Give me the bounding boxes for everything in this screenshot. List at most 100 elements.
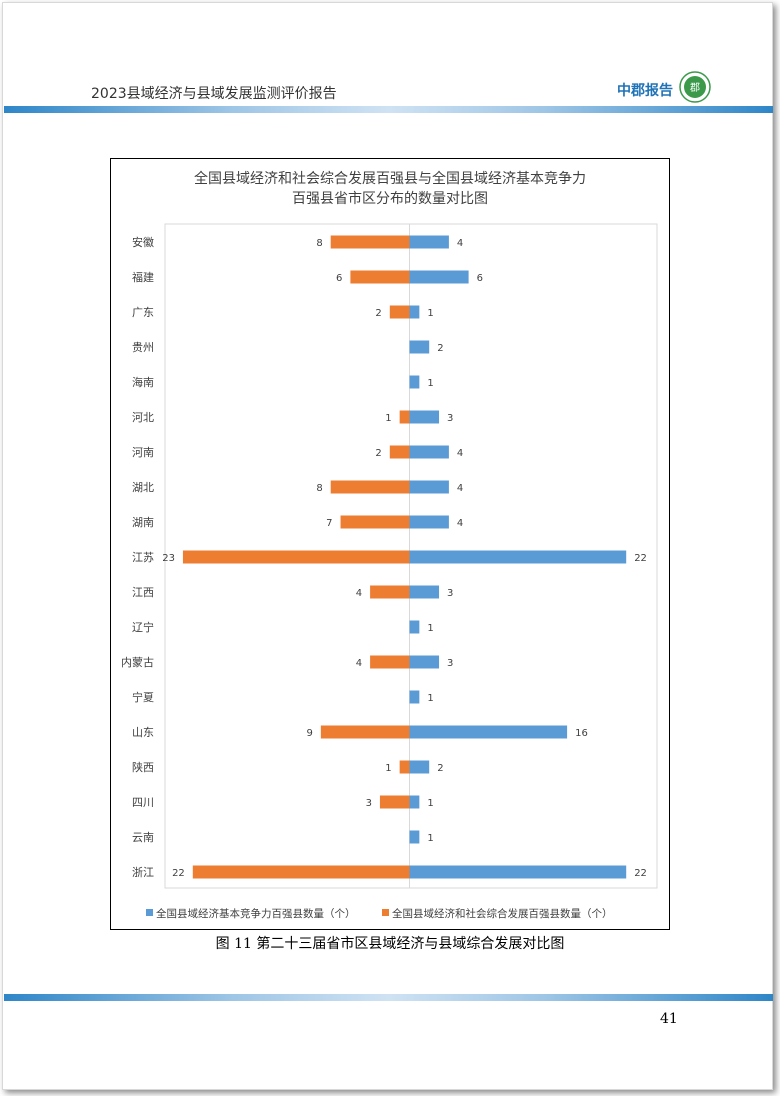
logo-text: 郡 <box>690 82 700 94</box>
data-label: 1 <box>427 798 433 809</box>
bar-basic-competitiveness <box>409 690 420 704</box>
bar-comprehensive-development <box>340 515 410 529</box>
chart-frame: 全国县域经济和社会综合发展百强县与全国县域经济基本竞争力 百强县省市区分布的数量… <box>110 158 670 930</box>
bar-comprehensive-development <box>379 795 410 809</box>
category-label: 福建 <box>132 270 154 284</box>
bar-basic-competitiveness <box>409 585 440 599</box>
bar-basic-competitiveness <box>409 760 430 774</box>
bar-comprehensive-development <box>370 655 410 669</box>
data-label: 22 <box>172 868 185 879</box>
bar-basic-competitiveness <box>409 270 469 284</box>
category-label: 浙江 <box>132 866 154 879</box>
plot-area <box>164 223 658 889</box>
data-label: 2 <box>437 343 443 354</box>
chart-title-line-2: 百强县省市区分布的数量对比图 <box>292 190 488 207</box>
data-label: 2 <box>437 763 443 774</box>
bar-comprehensive-development <box>330 480 410 494</box>
bar-basic-competitiveness <box>409 445 449 459</box>
bar-basic-competitiveness <box>409 795 420 809</box>
data-label: 9 <box>306 728 312 739</box>
bar-basic-competitiveness <box>409 410 440 424</box>
category-label: 山东 <box>132 726 154 739</box>
brand-name: 中郡报告 <box>617 83 673 99</box>
category-label: 河北 <box>132 411 154 424</box>
category-label: 贵州 <box>132 341 154 354</box>
bar-basic-competitiveness <box>409 305 420 319</box>
category-label: 陕西 <box>132 760 154 774</box>
data-label: 4 <box>457 238 463 249</box>
bar-comprehensive-development <box>370 585 410 599</box>
bar-basic-competitiveness <box>409 550 627 564</box>
bar-basic-competitiveness <box>409 865 627 879</box>
data-label: 1 <box>385 763 391 774</box>
chart: 全国县域经济和社会综合发展百强县与全国县域经济基本竞争力 百强县省市区分布的数量… <box>121 170 658 920</box>
bar-comprehensive-development <box>350 270 410 284</box>
bar-basic-competitiveness <box>409 340 430 354</box>
data-label: 6 <box>477 273 483 284</box>
data-label: 2 <box>375 308 381 319</box>
data-label: 1 <box>385 413 391 424</box>
data-label: 2 <box>375 448 381 459</box>
data-label: 1 <box>427 378 433 389</box>
data-label: 22 <box>634 868 647 879</box>
data-label: 4 <box>356 658 362 669</box>
category-label: 广东 <box>132 306 154 319</box>
bar-basic-competitiveness <box>409 480 449 494</box>
data-label: 4 <box>457 483 463 494</box>
data-label: 1 <box>427 833 433 844</box>
bar-basic-competitiveness <box>409 515 449 529</box>
footer-band <box>4 994 773 1001</box>
bar-basic-competitiveness <box>409 830 420 844</box>
category-label: 湖北 <box>132 481 154 494</box>
header-band <box>4 106 773 113</box>
category-label: 湖南 <box>132 516 154 529</box>
data-label: 16 <box>575 728 588 739</box>
brand-logo-icon: 郡 <box>679 71 711 103</box>
bar-comprehensive-development <box>389 305 410 319</box>
data-label: 1 <box>427 308 433 319</box>
data-label: 22 <box>634 553 647 564</box>
chart-title-line-1: 全国县域经济和社会综合发展百强县与全国县域经济基本竞争力 <box>194 170 586 187</box>
category-label: 海南 <box>132 375 154 389</box>
legend: 全国县域经济基本竞争力百强县数量（个） 全国县域经济和社会综合发展百强县数量（个… <box>146 907 613 920</box>
data-label: 8 <box>316 483 322 494</box>
data-label: 3 <box>366 798 372 809</box>
category-label: 云南 <box>132 831 154 844</box>
bar-comprehensive-development <box>182 550 410 564</box>
bar-basic-competitiveness <box>409 655 440 669</box>
bar-basic-competitiveness <box>409 620 420 634</box>
data-label: 23 <box>162 553 175 564</box>
data-label: 4 <box>457 518 463 529</box>
legend-swatch-blue <box>146 909 153 916</box>
bar-comprehensive-development <box>399 760 410 774</box>
category-label: 宁夏 <box>132 690 154 704</box>
bar-comprehensive-development <box>330 235 410 249</box>
legend-swatch-orange <box>382 909 389 916</box>
category-label: 江苏 <box>132 551 154 564</box>
legend-label-orange: 全国县域经济和社会综合发展百强县数量（个） <box>392 907 613 920</box>
figure-caption: 图 11 第二十三届省市区县域经济与县域综合发展对比图 <box>215 936 565 952</box>
category-label: 河南 <box>132 446 154 459</box>
legend-label-blue: 全国县域经济基本竞争力百强县数量（个） <box>156 907 356 920</box>
data-label: 3 <box>447 658 453 669</box>
bar-basic-competitiveness <box>409 375 420 389</box>
bar-comprehensive-development <box>192 865 410 879</box>
category-label: 辽宁 <box>132 620 154 634</box>
category-label: 江西 <box>132 586 154 599</box>
category-label: 安徽 <box>132 235 154 249</box>
bar-comprehensive-development <box>399 410 410 424</box>
page-number: 41 <box>660 1011 678 1027</box>
report-title: 2023县域经济与县域发展监测评价报告 <box>91 86 337 102</box>
data-label: 8 <box>316 238 322 249</box>
data-label: 7 <box>326 518 332 529</box>
category-label: 四川 <box>132 796 154 809</box>
bar-comprehensive-development <box>389 445 410 459</box>
bar-basic-competitiveness <box>409 235 449 249</box>
data-label: 3 <box>447 413 453 424</box>
data-label: 4 <box>356 588 362 599</box>
category-label: 内蒙古 <box>121 655 154 669</box>
data-label: 4 <box>457 448 463 459</box>
bar-comprehensive-development <box>320 725 410 739</box>
